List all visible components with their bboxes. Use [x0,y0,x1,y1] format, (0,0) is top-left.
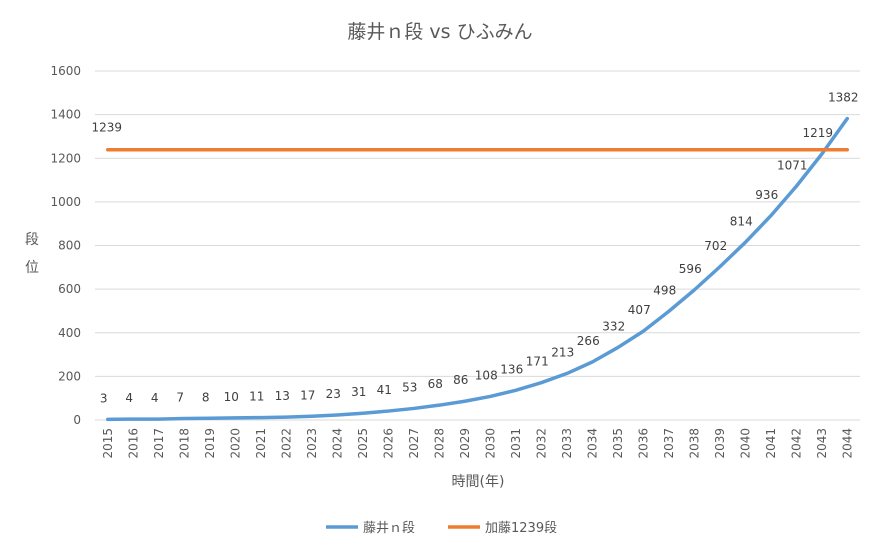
x-tick-label: 2016 [126,428,140,459]
data-label: 7 [176,390,184,404]
data-label: 596 [679,262,702,276]
x-tick-label: 2028 [432,428,446,459]
x-tick-label: 2027 [407,428,421,459]
x-tick-label: 2041 [764,428,778,459]
legend-item-2: 加藤1239段 [448,521,557,536]
data-label: 1382 [828,91,859,105]
data-label: 1219 [802,126,833,140]
y-tick-label: 0 [73,413,81,427]
y-axis-title: 段位 [25,232,39,276]
series [106,116,849,422]
x-tick-label: 2036 [636,428,650,459]
legend-label: 藤井ｎ段 [363,521,415,536]
gridlines [95,70,860,421]
data-label: 31 [351,385,366,399]
x-tick-label: 2039 [713,428,727,459]
data-label: 11 [249,390,264,404]
data-label: 407 [628,303,651,317]
x-tick-label: 2021 [254,428,268,459]
data-label: 266 [577,334,600,348]
data-label: 53 [402,380,417,394]
y-tick-label: 600 [58,282,81,296]
y-axis-ticks: 0 200 400 600 800 1000 1200 1400 1600 [50,64,81,427]
x-tick-label: 2024 [330,428,344,459]
x-tick-label: 2023 [305,428,319,459]
data-label: 13 [275,389,290,403]
legend-label: 加藤1239段 [485,521,557,536]
x-tick-label: 2022 [279,428,293,459]
y-tick-label: 1400 [50,108,81,122]
data-label: 1071 [777,158,808,172]
data-label: 4 [125,391,133,405]
data-label: 17 [300,388,315,402]
x-tick-label: 2030 [483,428,497,459]
data-label: 4 [151,391,159,405]
series-line-1 [106,116,849,422]
data-label: 136 [500,362,523,376]
x-tick-label: 2031 [509,428,523,459]
x-tick-label: 2035 [611,428,625,459]
data-label: 8 [202,390,210,404]
data-label: 498 [653,283,676,297]
data-label: 332 [602,320,625,334]
x-tick-label: 2032 [534,428,548,459]
x-tick-label: 2037 [662,428,676,459]
x-tick-label: 2019 [203,428,217,459]
y-tick-label: 1200 [50,151,81,165]
y-tick-label: 800 [58,239,81,253]
x-tick-label: 2034 [585,428,599,459]
x-tick-label: 2017 [152,428,166,459]
data-label: 702 [704,239,727,253]
x-tick-label: 2043 [815,428,829,459]
y-tick-label: 1000 [50,195,81,209]
x-tick-label: 2020 [228,428,242,459]
data-label: 108 [475,368,498,382]
x-tick-label: 2033 [560,428,574,459]
x-tick-label: 2029 [458,428,472,459]
x-tick-label: 2040 [738,428,752,459]
x-tick-label: 2044 [840,428,854,459]
x-tick-label: 2026 [381,428,395,459]
legend: 藤井ｎ段 加藤1239段 [326,521,557,536]
legend-item-1: 藤井ｎ段 [326,521,415,536]
x-tick-label: 2042 [789,428,803,459]
x-tick-label: 2038 [687,428,701,459]
x-tick-label: 2018 [177,428,191,459]
y-tick-label: 400 [58,326,81,340]
data-label: 68 [428,377,443,391]
data-label: 41 [377,383,392,397]
data-label: 86 [453,373,468,387]
data-label: 10 [224,390,239,404]
y-tick-label: 200 [58,369,81,383]
data-label: 23 [326,387,341,401]
x-axis-ticks: 2015 2016 2017 2018 2019 2020 2021 2022 2023 2024… [101,428,855,459]
x-tick-label: 2015 [101,428,115,459]
x-axis-title: 時間(年) [452,474,505,490]
data-label: 213 [551,346,574,360]
data-label: 814 [730,214,753,228]
y-tick-label: 1600 [50,64,81,78]
data-label: 3 [100,391,108,405]
x-tick-label: 2025 [356,428,370,459]
data-labels: 3 4 4 7 8 10 11 13 17 23 31 41 53 68 86 108 136171213266… [91,91,858,406]
data-label: 171 [526,355,549,369]
chart-title: 藤井ｎ段 vs ひふみん [347,21,532,43]
data-label: 1239 [91,121,122,135]
data-label: 936 [755,188,778,202]
